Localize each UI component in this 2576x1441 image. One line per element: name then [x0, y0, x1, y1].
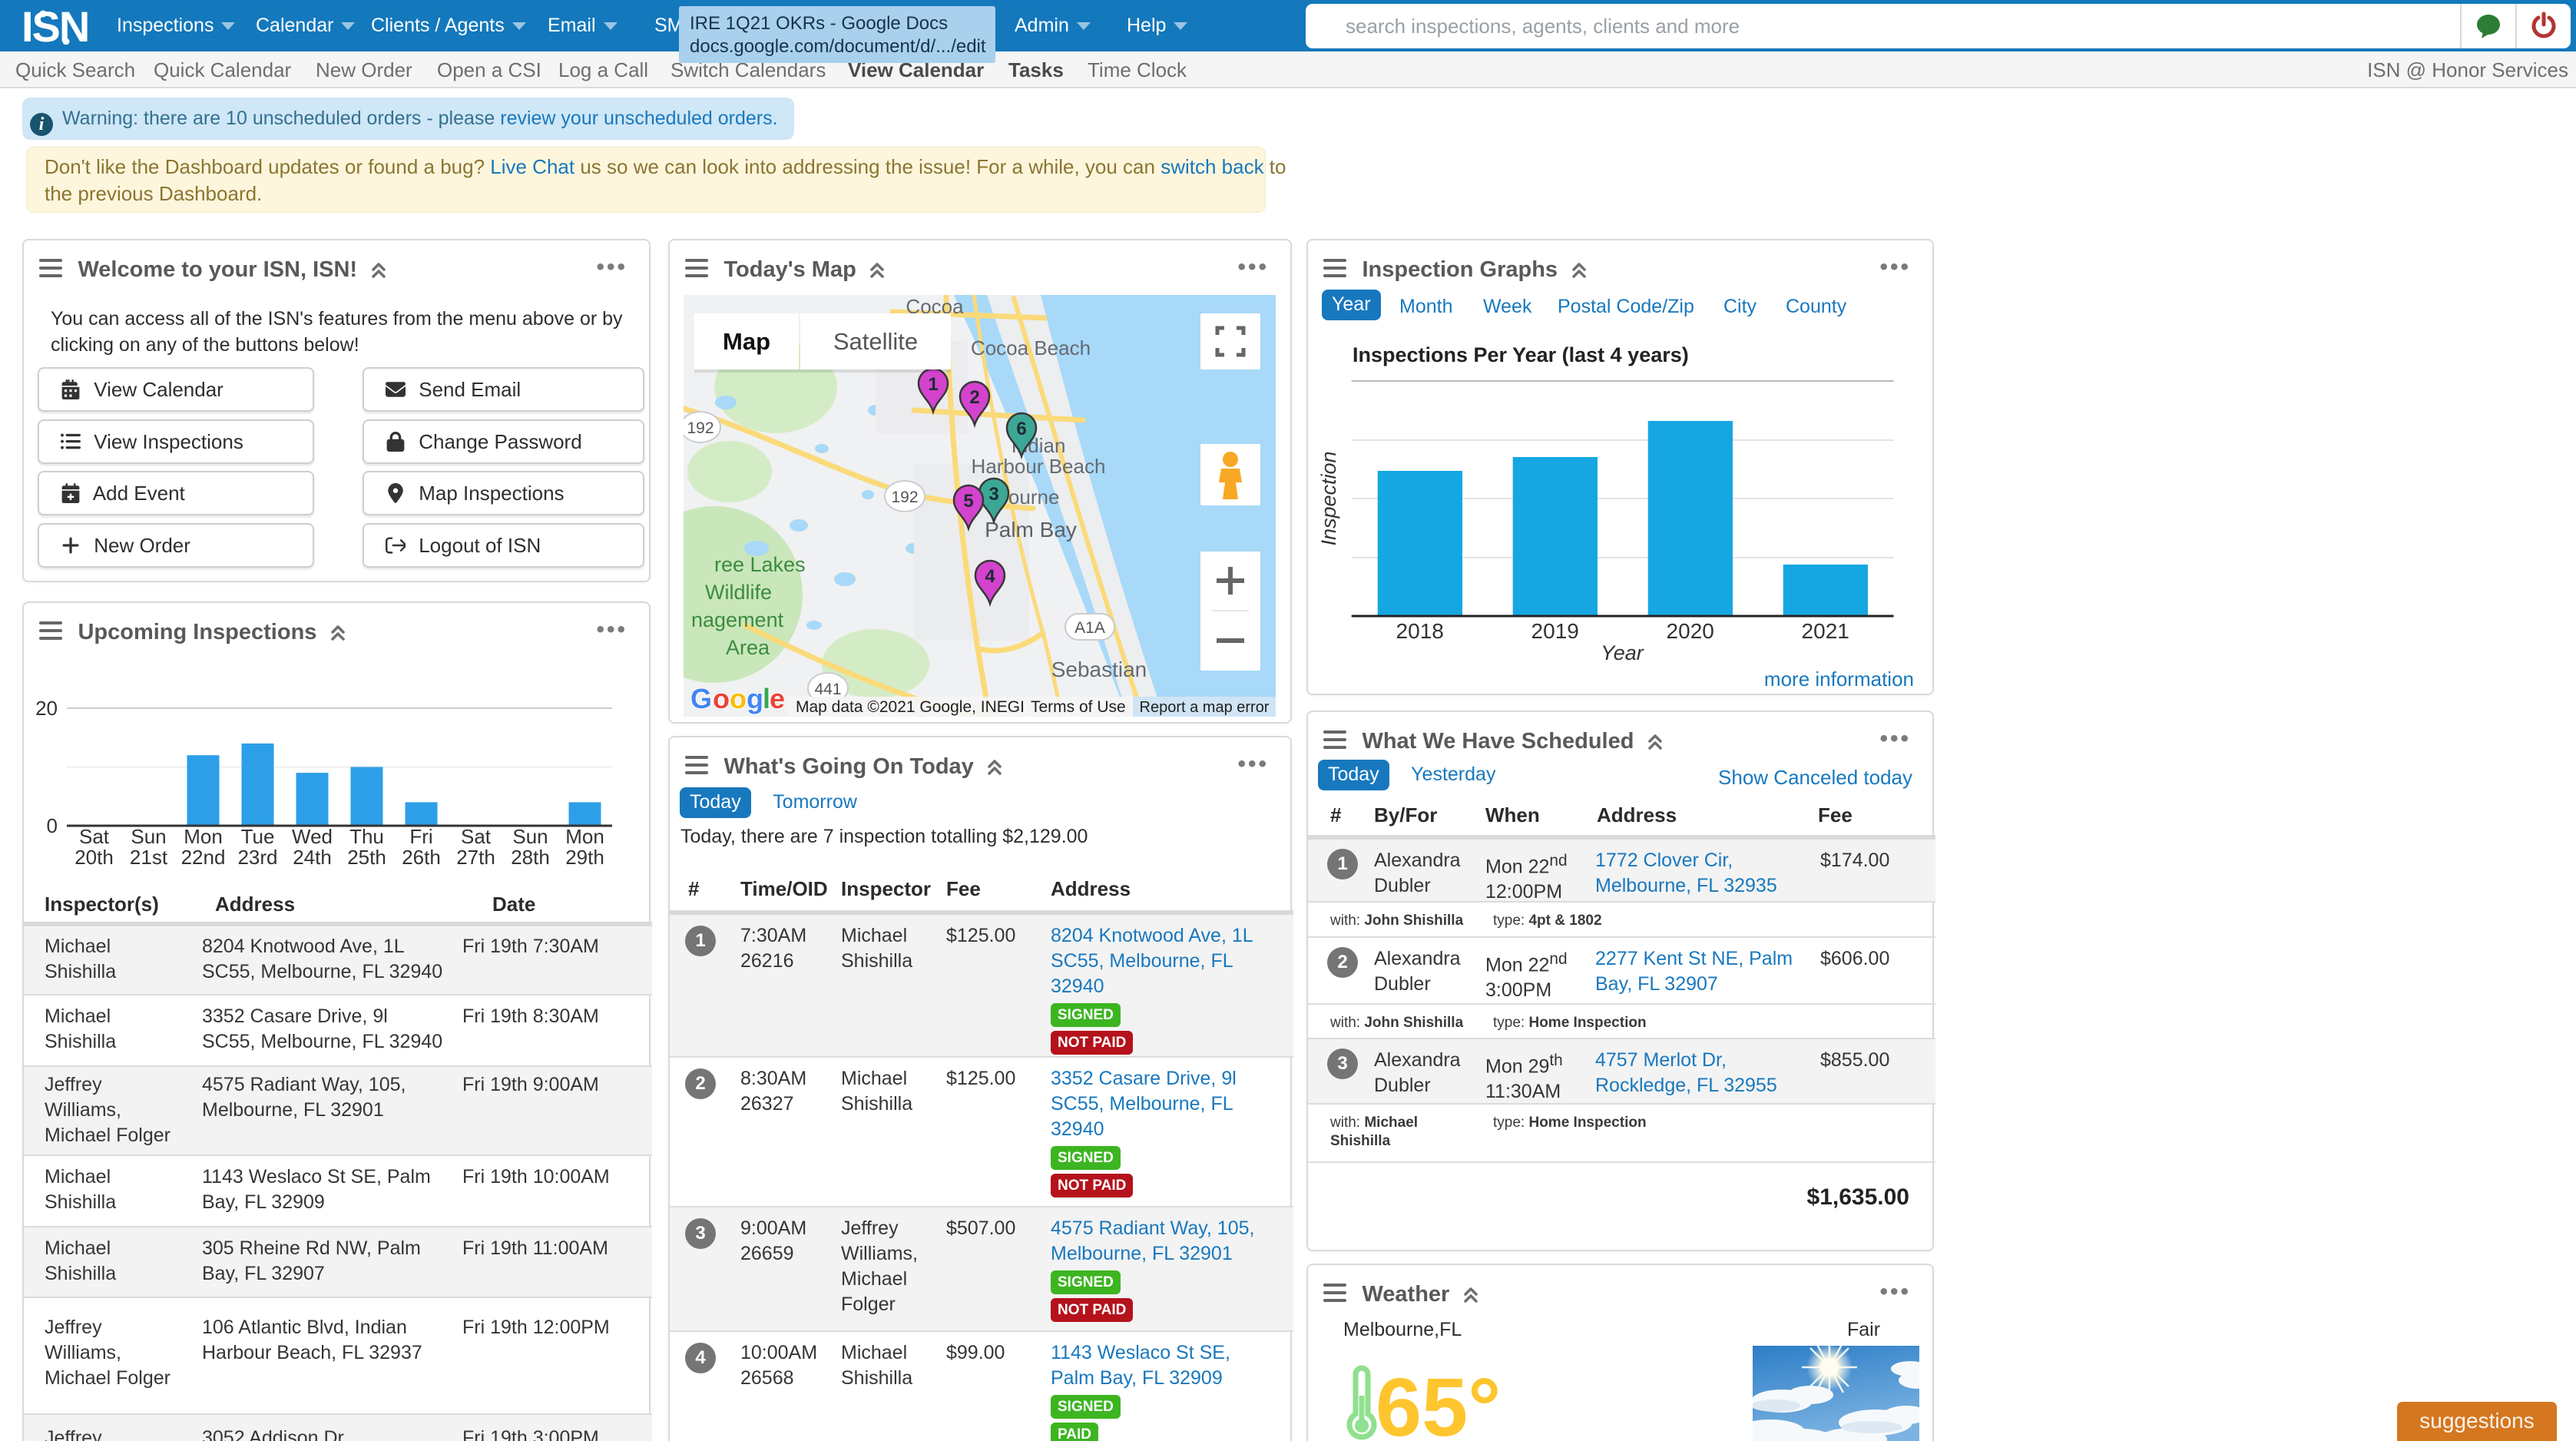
svg-text:l: l	[763, 683, 770, 714]
svg-text:28th: 28th	[511, 846, 550, 869]
svg-text:Year: Year	[1601, 641, 1644, 664]
svg-text:Satellite: Satellite	[833, 328, 918, 355]
svg-text:e: e	[770, 683, 785, 714]
svg-text:o: o	[713, 683, 730, 714]
svg-text:29th: 29th	[565, 846, 604, 869]
svg-text:Sat: Sat	[461, 825, 492, 848]
svg-text:o: o	[730, 683, 747, 714]
svg-text:3: 3	[988, 484, 998, 505]
svg-text:Sun: Sun	[512, 825, 548, 848]
svg-text:Wildlife: Wildlife	[705, 581, 772, 604]
svg-text:ree Lakes: ree Lakes	[714, 553, 806, 576]
svg-text:2019: 2019	[1531, 619, 1579, 643]
svg-text:27th: 27th	[456, 846, 495, 869]
svg-text:Inspections Per Year (last 4 y: Inspections Per Year (last 4 years)	[1353, 343, 1689, 366]
svg-text:2020: 2020	[1667, 619, 1714, 643]
svg-text:Fri: Fri	[409, 825, 432, 848]
svg-text:Wed: Wed	[292, 825, 333, 848]
svg-text:A1A: A1A	[1074, 619, 1105, 637]
svg-text:24th: 24th	[293, 846, 332, 869]
svg-text:192: 192	[891, 489, 918, 506]
svg-text:G: G	[690, 683, 712, 714]
svg-text:6: 6	[1016, 419, 1026, 439]
svg-text:20th: 20th	[74, 846, 114, 869]
svg-text:Area: Area	[726, 636, 770, 659]
svg-text:Terms of Use: Terms of Use	[1031, 698, 1126, 716]
svg-text:20: 20	[35, 697, 58, 720]
svg-text:2018: 2018	[1396, 619, 1444, 643]
svg-text:21st: 21st	[130, 846, 168, 869]
svg-text:Mon: Mon	[184, 825, 223, 848]
svg-text:2021: 2021	[1802, 619, 1849, 643]
svg-text:nagement: nagement	[691, 608, 784, 631]
svg-text:192: 192	[687, 419, 714, 437]
svg-text:Report a map error: Report a map error	[1140, 699, 1270, 716]
svg-text:5: 5	[963, 491, 973, 512]
svg-text:Cocoa Beach: Cocoa Beach	[971, 336, 1091, 359]
svg-text:ISN: ISN	[23, 8, 88, 45]
svg-text:4: 4	[985, 566, 995, 587]
svg-text:441: 441	[814, 681, 841, 698]
svg-text:Thu: Thu	[349, 825, 384, 848]
svg-text:Sun: Sun	[131, 825, 166, 848]
svg-text:Harbour Beach: Harbour Beach	[972, 455, 1106, 478]
svg-text:Palm Bay: Palm Bay	[985, 518, 1077, 542]
svg-text:Map: Map	[723, 328, 770, 355]
svg-text:2: 2	[969, 387, 979, 408]
svg-text:26th: 26th	[402, 846, 441, 869]
svg-text:25th: 25th	[347, 846, 386, 869]
svg-text:Map data ©2021 Google, INEGI: Map data ©2021 Google, INEGI	[796, 698, 1025, 716]
svg-text:23rd: 23rd	[237, 846, 277, 869]
svg-text:Sebastian: Sebastian	[1051, 658, 1147, 681]
svg-text:Tue: Tue	[241, 825, 275, 848]
svg-text:1: 1	[928, 374, 938, 395]
svg-text:22nd: 22nd	[181, 846, 226, 869]
svg-text:Mon: Mon	[565, 825, 604, 848]
svg-text:Inspection: Inspection	[1317, 451, 1340, 545]
svg-text:0: 0	[47, 814, 58, 837]
svg-text:g: g	[747, 683, 763, 714]
svg-text:Sat: Sat	[79, 825, 110, 848]
